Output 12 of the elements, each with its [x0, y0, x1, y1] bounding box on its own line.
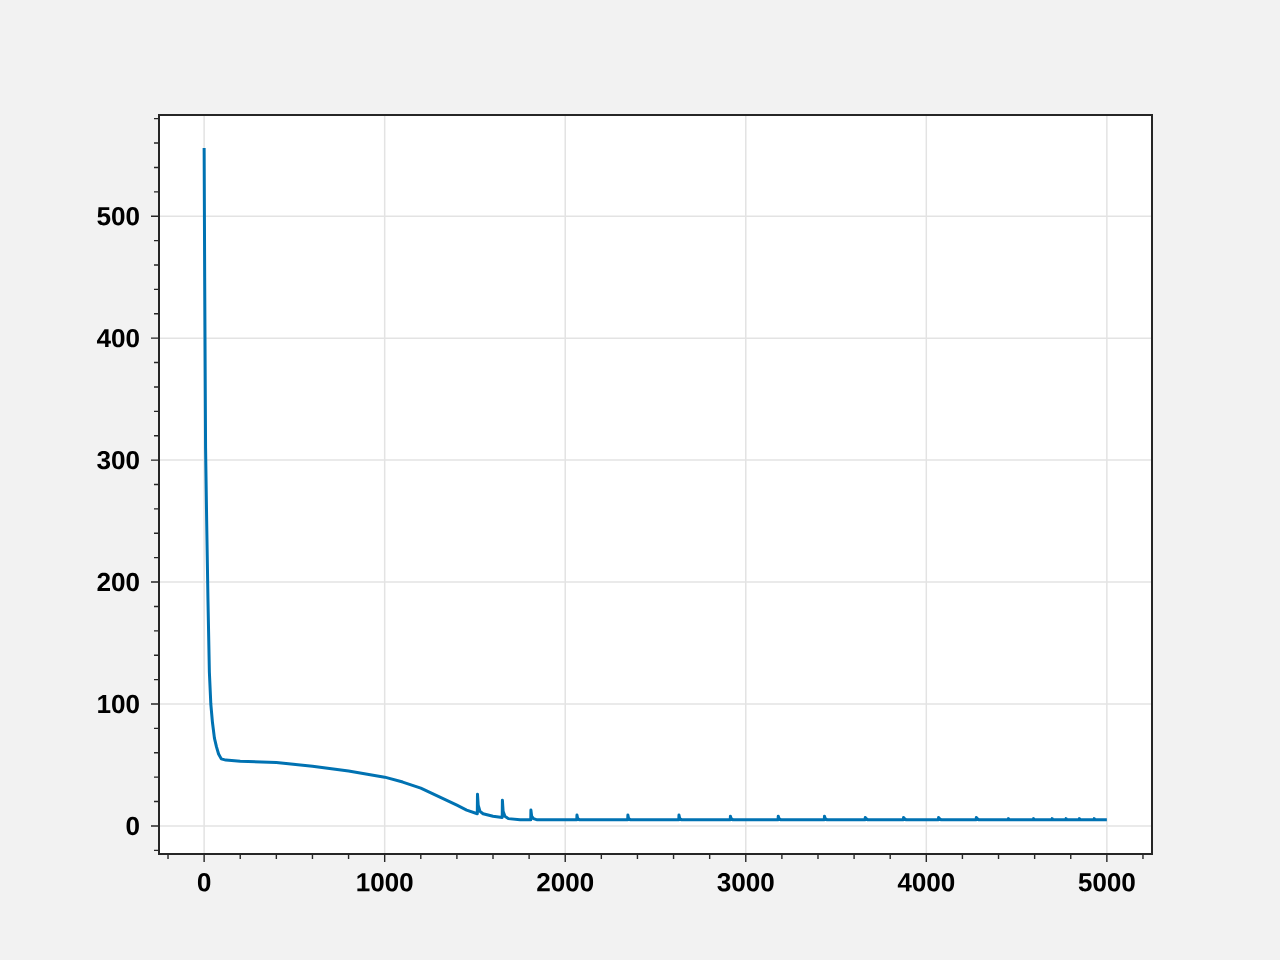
- x-tick-label: 2000: [537, 873, 594, 892]
- y-tick-label: 100: [98, 694, 139, 714]
- y-tick-label: 300: [97, 450, 139, 470]
- y-tick-label: 200: [97, 572, 139, 592]
- y-tick-label: 500: [97, 207, 139, 226]
- x-tick-label: 0: [197, 873, 211, 892]
- y-tick-label: 400: [96, 328, 139, 348]
- x-tick-label: 3000: [717, 873, 774, 892]
- x-tick-label: 4000: [897, 873, 955, 892]
- y-tick-label: 0: [126, 816, 139, 836]
- x-tick-label: 1000: [357, 873, 413, 892]
- x-tick-label: 5000: [1078, 873, 1135, 892]
